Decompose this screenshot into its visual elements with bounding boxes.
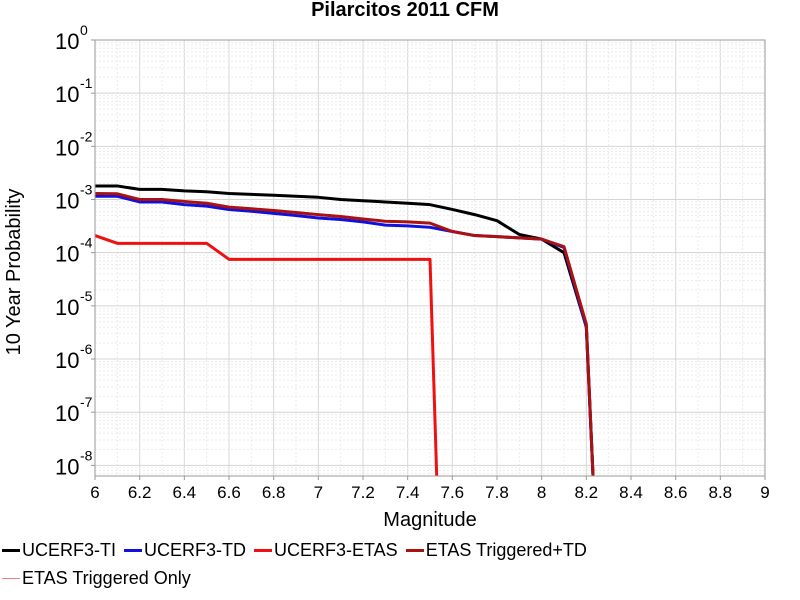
- x-tick-label: 7: [314, 483, 323, 502]
- y-tick-exponent: 0: [80, 22, 88, 38]
- series-line-etas-triggered-td: [94, 191, 595, 477]
- y-tick-exponent: -6: [80, 341, 93, 357]
- y-tick-base: 10: [55, 454, 79, 479]
- y-tick-label: 10 -1: [55, 75, 93, 107]
- y-axis-label: 10 Year Probability: [3, 189, 25, 356]
- x-tick-label: 8.8: [709, 483, 733, 502]
- x-tick-label: 6.4: [173, 483, 197, 502]
- y-tick-label: 10 0: [55, 22, 88, 54]
- legend-swatch-ucerf3-etas: [254, 548, 272, 552]
- legend: UCERF3-TI UCERF3-TD UCERF3-ETAS ETAS Tri…: [0, 536, 800, 592]
- y-tick-base: 10: [55, 401, 79, 426]
- x-tick-label: 8: [537, 483, 546, 502]
- y-tick-exponent: -2: [80, 128, 93, 144]
- legend-item-ucerf3-td: UCERF3-TD: [122, 540, 246, 561]
- legend-swatch-etas-triggered-td: [405, 548, 424, 552]
- legend-swatch-ucerf3-ti: [2, 548, 20, 552]
- legend-item-etas-triggered-td: ETAS Triggered+TD: [404, 540, 587, 561]
- x-tick-label: 7.8: [485, 483, 509, 502]
- y-tick-label: 10 -8: [55, 447, 93, 479]
- legend-row-2: ETAS Triggered Only: [0, 564, 800, 592]
- legend-item-ucerf3-etas: UCERF3-ETAS: [252, 540, 398, 561]
- x-axis: 6 6.2 6.4 6.6 6.8 7 7.2 7.4 7.6 7.8 8 8.2 8.4 8.6 8.8 9: [90, 476, 770, 502]
- x-tick-label: 6.2: [128, 483, 152, 502]
- x-axis-label: Magnitude: [383, 509, 476, 531]
- y-tick-label: 10 -4: [55, 235, 93, 267]
- y-tick-label: 10 -2: [55, 128, 93, 160]
- x-tick-label: 8.2: [575, 483, 599, 502]
- x-tick-label: 9: [760, 483, 769, 502]
- x-tick-label: 6.6: [217, 483, 241, 502]
- legend-label-ucerf3-etas: UCERF3-ETAS: [274, 539, 398, 560]
- y-tick-base: 10: [55, 242, 79, 267]
- legend-label-etas-triggered-only: ETAS Triggered Only: [22, 567, 191, 588]
- x-tick-label: 7.2: [351, 483, 375, 502]
- legend-row-1: UCERF3-TI UCERF3-TD UCERF3-ETAS ETAS Tri…: [0, 536, 800, 564]
- grid: [94, 40, 766, 476]
- y-tick-exponent: -8: [80, 447, 93, 463]
- y-tick-label: 10 -5: [55, 288, 93, 320]
- y-tick-base: 10: [55, 348, 79, 373]
- legend-swatch-ucerf3-td: [124, 548, 142, 552]
- x-tick-label: 6.8: [262, 483, 286, 502]
- chart-title: Pilarcitos 2011 CFM: [311, 0, 499, 21]
- legend-label-ucerf3-td: UCERF3-TD: [144, 539, 246, 560]
- y-tick-base: 10: [55, 295, 79, 320]
- y-tick-exponent: -1: [80, 75, 93, 91]
- legend-swatch-etas-triggered-only: [2, 577, 20, 579]
- x-tick-label: 7.4: [396, 483, 420, 502]
- y-tick-base: 10: [55, 135, 79, 160]
- legend-label-etas-triggered-td: ETAS Triggered+TD: [425, 539, 587, 560]
- series-line-ucerf3-etas: [94, 234, 439, 477]
- y-tick-label: 10 -3: [55, 182, 93, 214]
- y-tick-exponent: -3: [80, 182, 93, 198]
- series-line-ucerf3-ti: [95, 184, 595, 477]
- y-tick-exponent: -5: [80, 288, 93, 304]
- y-tick-label: 10 -6: [55, 341, 93, 373]
- plot-area: [94, 39, 766, 477]
- series-lines: [94, 184, 595, 477]
- y-tick-exponent: -7: [80, 394, 93, 410]
- x-tick-label: 8.4: [619, 483, 643, 502]
- x-tick-label: 7.6: [441, 483, 465, 502]
- legend-label-ucerf3-ti: UCERF3-TI: [22, 539, 116, 560]
- y-tick-exponent: -4: [80, 235, 93, 251]
- y-tick-base: 10: [55, 82, 79, 107]
- y-tick-label: 10 -7: [55, 394, 93, 426]
- legend-item-etas-triggered-only: ETAS Triggered Only: [0, 568, 191, 589]
- x-tick-label: 6: [90, 483, 99, 502]
- legend-item-ucerf3-ti: UCERF3-TI: [0, 540, 116, 561]
- y-tick-base: 10: [55, 189, 79, 214]
- y-tick-base: 10: [55, 29, 79, 54]
- x-tick-label: 8.6: [664, 483, 688, 502]
